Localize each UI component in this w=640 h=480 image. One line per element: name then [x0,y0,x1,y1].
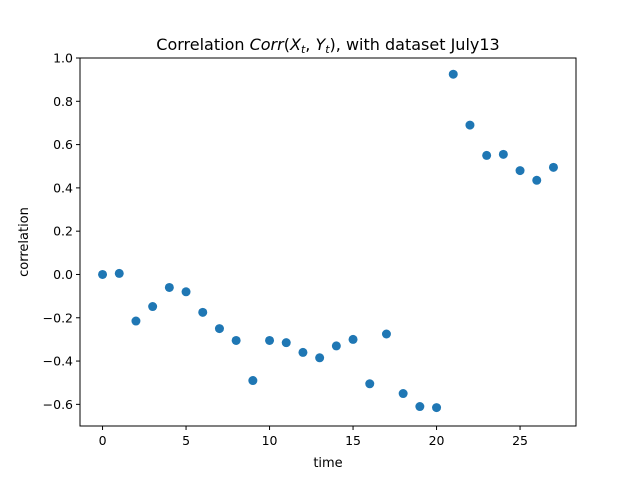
data-point [148,302,158,312]
data-point [465,120,475,130]
data-point [298,347,308,357]
data-points [98,69,558,413]
y-axis-label: correlation [17,207,32,277]
data-point [98,269,108,279]
data-point [198,307,208,317]
data-point [331,341,341,351]
data-point [231,335,241,345]
x-tick-label: 25 [512,433,528,448]
y-tick-label: 0.6 [53,137,73,152]
x-tick-label: 15 [345,433,361,448]
data-point [181,287,191,297]
data-point [448,69,458,79]
data-point [114,268,124,278]
data-point [432,403,442,413]
data-point [248,376,258,386]
y-tick-label: 0.4 [53,180,73,195]
data-point [131,316,141,326]
data-point [281,338,291,348]
x-axis-label: time [313,456,342,471]
y-tick-label: 0.0 [53,267,73,282]
data-point [548,162,558,172]
data-point [398,389,408,399]
data-point [415,402,425,412]
data-point [381,329,391,339]
x-tick-label: 20 [429,433,445,448]
y-tick-label: 0.8 [53,94,73,109]
x-tick-label: 5 [182,433,190,448]
data-point [515,166,525,176]
y-tick-label: 0.2 [53,224,73,239]
data-point [482,150,492,160]
data-point [348,334,358,344]
x-tick-label: 10 [262,433,278,448]
data-point [164,282,174,292]
x-tick-label: 0 [99,433,107,448]
chart-title: Correlation Corr(Xt, Yt), with dataset J… [156,35,499,56]
y-axis-ticks: −0.6 −0.4 −0.2 0.0 0.2 0.4 0.6 0.8 1.0 [43,51,80,412]
data-point [498,149,508,159]
y-tick-label: 1.0 [53,51,73,66]
y-tick-label: −0.4 [43,354,73,369]
plot-area-frame [79,57,577,427]
data-point [265,335,275,345]
y-tick-label: −0.2 [43,310,73,325]
y-tick-label: −0.6 [43,397,73,412]
data-point [365,379,375,389]
data-point [214,324,224,334]
data-point [532,175,542,185]
x-axis-ticks: 0 5 10 15 20 25 [99,426,528,448]
data-point [315,353,325,363]
